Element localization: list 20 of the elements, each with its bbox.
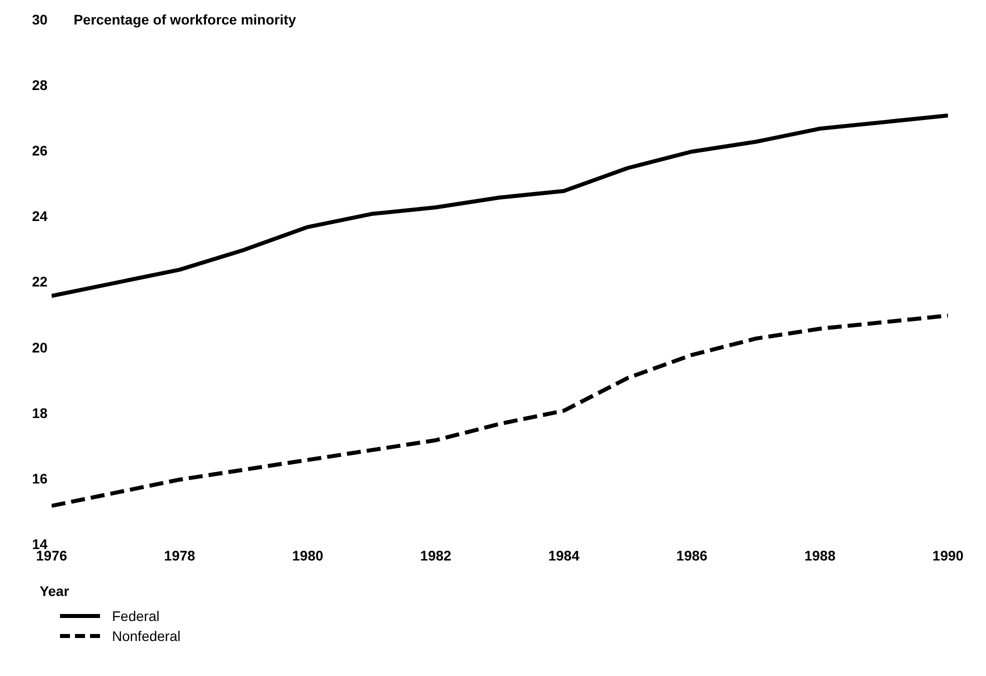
line-series xyxy=(52,314,948,508)
y-tick-label: 26 xyxy=(32,142,48,158)
x-tick-label: 1990 xyxy=(932,547,964,564)
y-tick-label: 20 xyxy=(32,339,48,356)
legend-label: Nonfederal xyxy=(112,628,180,644)
x-axis-title: Year xyxy=(40,582,70,599)
legend-label: Federal xyxy=(112,608,160,624)
y-tick-label: 24 xyxy=(32,208,48,224)
x-tick-label: 1986 xyxy=(676,547,708,564)
x-tick-label: 1980 xyxy=(292,547,324,564)
y-tick-label: 30 xyxy=(32,11,48,28)
x-tick-label: 1984 xyxy=(548,547,580,564)
x-tick-label: 1982 xyxy=(420,547,452,564)
y-tick-label: 16 xyxy=(32,470,48,486)
y-tick-label: 22 xyxy=(32,274,48,290)
y-tick-label: 18 xyxy=(32,404,48,421)
y-axis-title: Percentage of workforce minority xyxy=(74,11,296,28)
x-tick-label: 1988 xyxy=(804,547,836,564)
x-tick-label: 1978 xyxy=(164,547,196,564)
y-tick-label: 28 xyxy=(32,76,48,93)
